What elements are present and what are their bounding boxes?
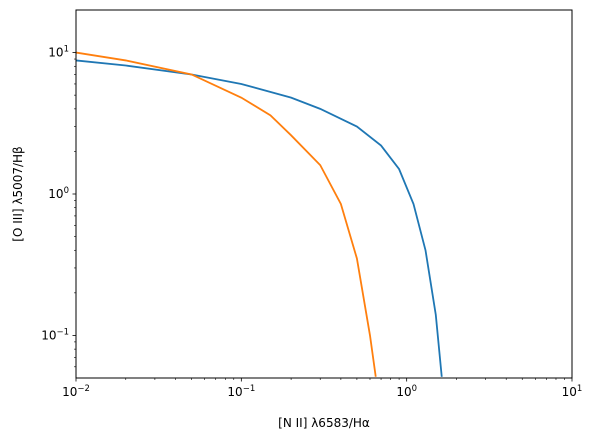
y-axis-label: [O III] λ5007/Hβ — [11, 146, 25, 241]
x-tick-label: 100 — [396, 384, 417, 399]
series-line-2 — [76, 51, 377, 377]
y-tick-label: 10−1 — [41, 327, 69, 342]
y-tick-label: 100 — [48, 186, 69, 201]
x-tick-label: 10−2 — [62, 384, 90, 399]
x-axis-ticks: 10−2 10−1 100 101 — [62, 378, 582, 399]
y-tick-label: 101 — [48, 45, 69, 60]
x-tick-label: 101 — [562, 384, 583, 399]
x-tick-label: 10−1 — [227, 384, 255, 399]
x-axis-label: [N II] λ6583/Hα — [278, 416, 370, 430]
series-layer — [76, 51, 443, 377]
y-axis-ticks: 10−1 100 101 — [41, 45, 76, 368]
